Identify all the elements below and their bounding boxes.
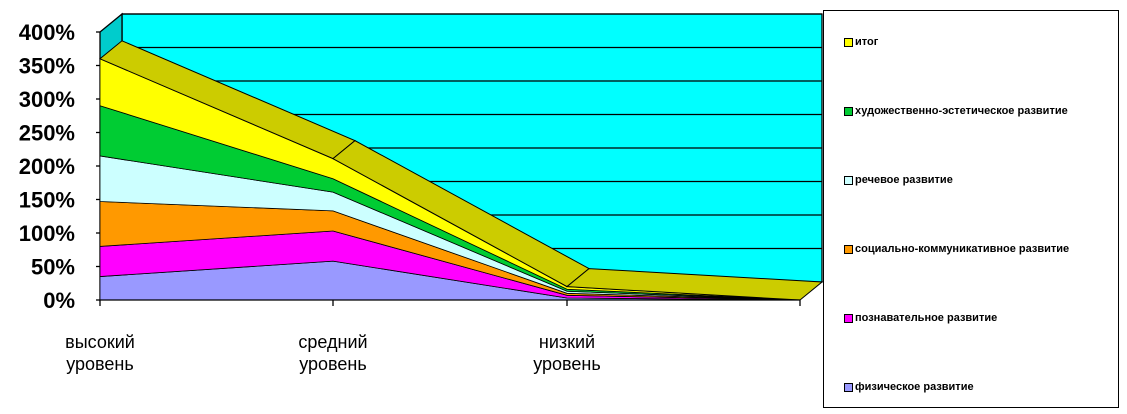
legend-label: художественно-эстетическое развитие	[855, 105, 1068, 117]
x-tick-label: средний уровень	[298, 332, 367, 374]
legend-swatch	[844, 382, 853, 392]
y-axis-tick-labels: 0% 50% 100% 150% 200% 250% 300% 350% 400%	[19, 20, 75, 313]
legend-item: физическое развитие	[844, 381, 974, 393]
y-tick-label: 200%	[19, 154, 75, 179]
legend-swatch	[844, 313, 853, 323]
y-tick-label: 400%	[19, 20, 75, 45]
y-tick-label: 350%	[19, 54, 75, 79]
x-tick-label: высокий уровень	[65, 332, 135, 374]
y-tick-label: 100%	[19, 221, 75, 246]
plot-area	[96, 12, 823, 306]
y-tick-label: 300%	[19, 87, 75, 112]
legend-label: познавательное развитие	[855, 312, 998, 324]
legend-swatch	[844, 175, 853, 185]
legend-item: познавательное развитие	[844, 312, 997, 324]
legend-item: художественно-эстетическое развитие	[844, 105, 1068, 117]
legend-label: физическое развитие	[855, 381, 974, 393]
legend-swatch	[844, 106, 853, 116]
legend-label: итог	[855, 36, 879, 48]
legend-item: социально-коммуникативное развитие	[844, 243, 1069, 255]
legend-swatch	[844, 37, 853, 47]
legend-label: речевое развитие	[855, 174, 953, 186]
legend-label: социально-коммуникативное развитие	[855, 243, 1070, 255]
legend-item: итог	[844, 36, 878, 48]
x-axis-tick-labels: высокий уровень средний уровень низкий уровен…	[65, 332, 601, 374]
legend-swatch	[844, 244, 853, 254]
x-tick-label: низкий уровень	[533, 332, 601, 374]
area-chart: 0% 50% 100% 150% 200% 250% 300% 350% 400% высоки…	[19, 12, 823, 374]
y-tick-label: 50%	[31, 255, 75, 280]
y-tick-label: 150%	[19, 188, 75, 213]
top-face-segment	[565, 268, 823, 301]
chart-legend: итог художественно-эстетическое развитие р…	[823, 10, 1119, 408]
y-tick-label: 250%	[19, 121, 75, 146]
legend-item: речевое развитие	[844, 174, 953, 186]
y-tick-label: 0%	[43, 288, 75, 313]
